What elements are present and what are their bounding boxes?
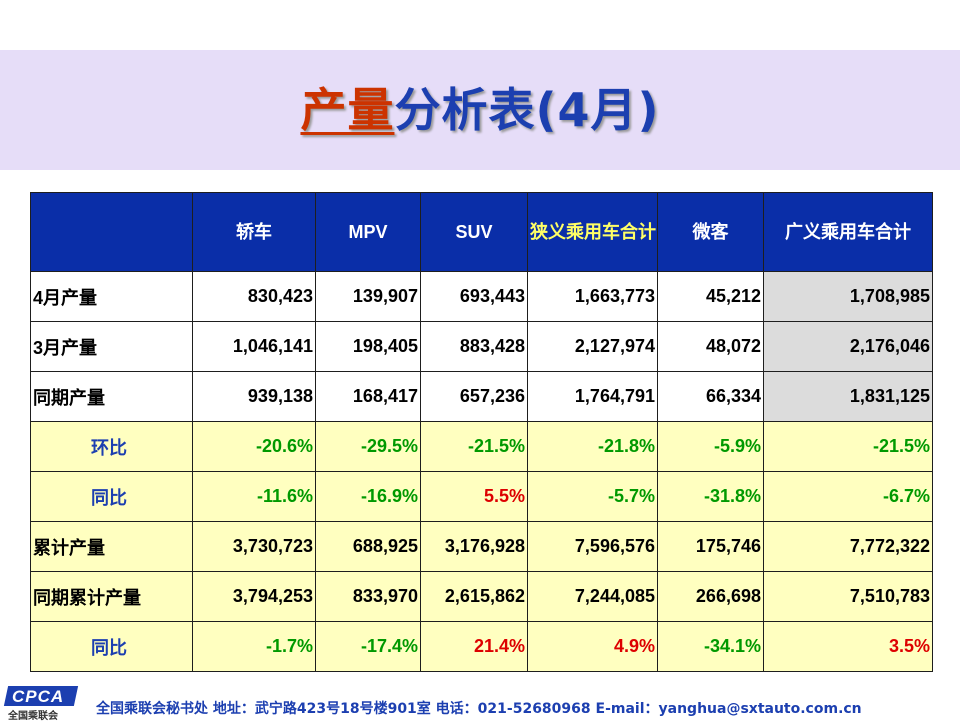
header-cell: SUV: [420, 192, 528, 272]
table-cell: -31.8%: [657, 471, 764, 522]
table-cell: -11.6%: [192, 471, 316, 522]
table-cell: -21.5%: [420, 421, 528, 472]
table-cell: 939,138: [192, 371, 316, 422]
table-cell: 2,615,862: [420, 571, 528, 622]
table-row: 同期产量 939,138 168,417 657,236 1,764,791 66,334…: [30, 371, 933, 422]
table-cell: 168,417: [315, 371, 421, 422]
header-cell: 轿车: [192, 192, 316, 272]
table-cell: 693,443: [420, 271, 528, 322]
table-cell: 883,428: [420, 321, 528, 372]
table-cell: -17.4%: [315, 621, 421, 672]
table-cell: 1,663,773: [527, 271, 658, 322]
table-cell: 3,794,253: [192, 571, 316, 622]
table-row: 同比 -1.7% -17.4% 21.4% 4.9% -34.1% 3.5%: [30, 621, 933, 672]
table-cell: 139,907: [315, 271, 421, 322]
page-title: 产量分析表(4月): [0, 78, 960, 142]
table-cell: 2,127,974: [527, 321, 658, 372]
row-label: 3月产量: [30, 321, 193, 372]
footer: CPCA 全国乘联会 全国乘联会秘书处 地址：武宁路423号18号楼901室 电…: [0, 682, 960, 722]
table-cell: 1,831,125: [763, 371, 933, 422]
table-row: 同期累计产量 3,794,253 833,970 2,615,862 7,244,085…: [30, 571, 933, 622]
header-cell-highlight: 狭义乘用车合计: [527, 192, 658, 272]
table-cell: 3.5%: [763, 621, 933, 672]
table-cell: 833,970: [315, 571, 421, 622]
table-cell: -5.9%: [657, 421, 764, 472]
table-cell: 3,730,723: [192, 521, 316, 572]
table-cell: 657,236: [420, 371, 528, 422]
table-cell: 266,698: [657, 571, 764, 622]
title-rest: 分析表(4月): [394, 83, 660, 137]
table-cell: 2,176,046: [763, 321, 933, 372]
table-cell: 198,405: [315, 321, 421, 372]
table-cell: 5.5%: [420, 471, 528, 522]
table-cell: 688,925: [315, 521, 421, 572]
row-label: 累计产量: [30, 521, 193, 572]
table-cell: -29.5%: [315, 421, 421, 472]
table-row: 环比 -20.6% -29.5% -21.5% -21.8% -5.9% -21.5%: [30, 421, 933, 472]
table-cell: 7,596,576: [527, 521, 658, 572]
table-cell: -1.7%: [192, 621, 316, 672]
header-cell: 广义乘用车合计: [763, 192, 933, 272]
table-cell: 830,423: [192, 271, 316, 322]
table-cell: 4.9%: [527, 621, 658, 672]
row-label: 同比: [30, 471, 193, 522]
table-header-row: 轿车 MPV SUV 狭义乘用车合计 微客 广义乘用车合计: [30, 192, 933, 272]
row-label: 同期累计产量: [30, 571, 193, 622]
table-cell: 66,334: [657, 371, 764, 422]
table-cell: -5.7%: [527, 471, 658, 522]
row-label: 同期产量: [30, 371, 193, 422]
table-cell: 7,510,783: [763, 571, 933, 622]
table-cell: 175,746: [657, 521, 764, 572]
table-cell: 7,772,322: [763, 521, 933, 572]
row-label: 4月产量: [30, 271, 193, 322]
title-highlight: 产量: [300, 83, 395, 137]
table-cell: 1,046,141: [192, 321, 316, 372]
table-cell: 1,764,791: [527, 371, 658, 422]
header-cell: 微客: [657, 192, 764, 272]
table-cell: -20.6%: [192, 421, 316, 472]
table-cell: -6.7%: [763, 471, 933, 522]
table-cell: -21.5%: [763, 421, 933, 472]
title-band: [0, 50, 960, 170]
table-cell: 3,176,928: [420, 521, 528, 572]
header-cell: [30, 192, 193, 272]
table-cell: -21.8%: [527, 421, 658, 472]
table-cell: 7,244,085: [527, 571, 658, 622]
production-table: 轿车 MPV SUV 狭义乘用车合计 微客 广义乘用车合计 4月产量 830,42…: [30, 192, 933, 672]
table-cell: 48,072: [657, 321, 764, 372]
table-cell: 21.4%: [420, 621, 528, 672]
table-cell: 45,212: [657, 271, 764, 322]
footer-contact: 全国乘联会秘书处 地址：武宁路423号18号楼901室 电话：021-52680…: [96, 701, 862, 717]
table-row: 3月产量 1,046,141 198,405 883,428 2,127,974 48,0…: [30, 321, 933, 372]
table-cell: -34.1%: [657, 621, 764, 672]
cpca-logo: CPCA 全国乘联会: [3, 686, 84, 722]
table-cell: -16.9%: [315, 471, 421, 522]
header-cell: MPV: [315, 192, 421, 272]
table-row: 同比 -11.6% -16.9% 5.5% -5.7% -31.8% -6.7%: [30, 471, 933, 522]
row-label: 环比: [30, 421, 193, 472]
table-row: 4月产量 830,423 139,907 693,443 1,663,773 45,212…: [30, 271, 933, 322]
row-label: 同比: [30, 621, 193, 672]
table-cell: 1,708,985: [763, 271, 933, 322]
table-row: 累计产量 3,730,723 688,925 3,176,928 7,596,576 17…: [30, 521, 933, 572]
